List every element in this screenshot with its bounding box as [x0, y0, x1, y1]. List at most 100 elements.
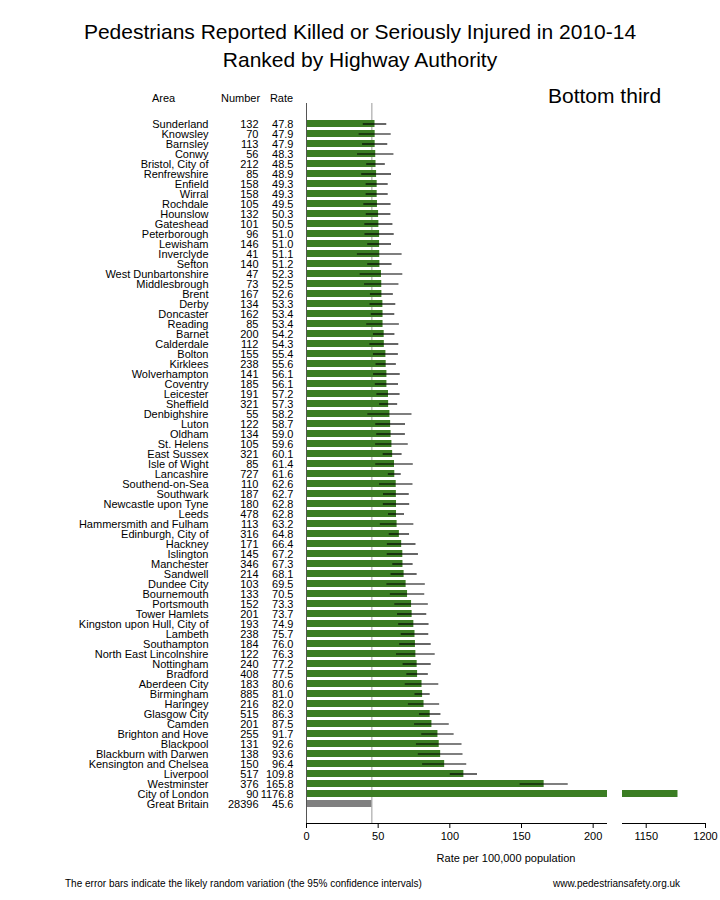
svg-text:Camden: Camden — [166, 717, 209, 730]
svg-text:45.6: 45.6 — [272, 798, 293, 810]
svg-text:Sheffield: Sheffield — [165, 397, 209, 410]
svg-text:Reading: Reading — [167, 317, 209, 330]
svg-text:200: 200 — [584, 830, 602, 842]
svg-text:Sandwell: Sandwell — [163, 567, 209, 580]
svg-text:Kirklees: Kirklees — [169, 357, 209, 370]
svg-text:Leeds: Leeds — [178, 507, 209, 520]
svg-text:85: 85 — [246, 167, 259, 180]
svg-text:Southwark: Southwark — [156, 487, 209, 500]
svg-text:East Sussex: East Sussex — [147, 447, 209, 460]
svg-text:City of London: City of London — [137, 787, 209, 800]
svg-text:Bournemouth: Bournemouth — [142, 587, 209, 600]
svg-text:Middlesbrough: Middlesbrough — [136, 277, 209, 290]
svg-text:Islington: Islington — [167, 547, 209, 560]
svg-text:Bradford: Bradford — [166, 667, 209, 680]
svg-text:Brent: Brent — [182, 287, 209, 300]
svg-text:Hounslow: Hounslow — [160, 207, 209, 220]
svg-text:Great Britain: Great Britain — [147, 798, 209, 810]
svg-text:Brighton and Hove: Brighton and Hove — [117, 727, 209, 740]
svg-text:Edinburgh, City of: Edinburgh, City of — [121, 527, 209, 540]
svg-text:Doncaster: Doncaster — [158, 307, 209, 320]
svg-text:140: 140 — [240, 257, 259, 270]
svg-text:70: 70 — [246, 127, 259, 140]
svg-text:Gateshead: Gateshead — [154, 217, 209, 230]
svg-text:Calderdale: Calderdale — [155, 337, 209, 350]
svg-text:Rate: Rate — [270, 92, 293, 104]
svg-text:Barnet: Barnet — [176, 327, 209, 340]
svg-text:0: 0 — [303, 830, 309, 842]
svg-text:Bristol, City of: Bristol, City of — [140, 157, 209, 170]
svg-text:41: 41 — [246, 247, 259, 260]
svg-text:Blackpool: Blackpool — [160, 737, 209, 750]
svg-text:Conwy: Conwy — [174, 147, 209, 160]
svg-text:212: 212 — [240, 157, 259, 170]
svg-text:Newcastle upon Tyne: Newcastle upon Tyne — [103, 497, 209, 510]
svg-text:105: 105 — [240, 197, 259, 210]
svg-text:101: 101 — [240, 217, 259, 230]
svg-text:Isle of Wight: Isle of Wight — [148, 457, 209, 470]
svg-text:West Dunbartonshire: West Dunbartonshire — [105, 267, 209, 280]
html-text:Ranked by Highway Authority: Ranked by Highway Authority — [222, 48, 498, 71]
svg-text:132: 132 — [240, 117, 259, 130]
svg-text:Lambeth: Lambeth — [165, 627, 209, 640]
svg-text:Coventry: Coventry — [164, 377, 209, 390]
svg-text:Westminster: Westminster — [147, 777, 209, 790]
svg-text:St. Helens: St. Helens — [157, 437, 209, 450]
svg-text:28396: 28396 — [228, 798, 259, 810]
svg-text:Kensington and Chelsea: Kensington and Chelsea — [88, 757, 209, 770]
svg-text:Leicester: Leicester — [163, 387, 209, 400]
svg-text:Denbighshire: Denbighshire — [143, 407, 209, 420]
svg-text:56: 56 — [246, 147, 259, 160]
svg-text:Renfrewshire: Renfrewshire — [143, 167, 209, 180]
svg-text:1200: 1200 — [693, 830, 717, 842]
svg-text:Liverpool: Liverpool — [163, 767, 209, 780]
svg-text:Lewisham: Lewisham — [159, 237, 209, 250]
svg-text:Haringey: Haringey — [164, 697, 209, 710]
svg-text:Manchester: Manchester — [151, 557, 209, 570]
svg-text:Bolton: Bolton — [177, 347, 209, 360]
html-text:Bottom third: Bottom third — [548, 84, 662, 107]
svg-text:Luton: Luton — [181, 417, 209, 430]
svg-text:100: 100 — [441, 830, 459, 842]
svg-text:Enfield: Enfield — [174, 177, 209, 190]
svg-text:Inverclyde: Inverclyde — [158, 247, 209, 260]
svg-text:Glasgow City: Glasgow City — [143, 707, 209, 720]
svg-text:Barnsley: Barnsley — [165, 137, 209, 150]
svg-text:Southend-on-Sea: Southend-on-Sea — [122, 477, 209, 490]
svg-text:Rochdale: Rochdale — [162, 197, 209, 210]
svg-text:Tower Hamlets: Tower Hamlets — [135, 607, 209, 620]
svg-text:North East Lincolnshire: North East Lincolnshire — [94, 647, 209, 660]
svg-text:Wolverhampton: Wolverhampton — [131, 367, 209, 380]
svg-text:Peterborough: Peterborough — [141, 227, 209, 240]
svg-text:Aberdeen City: Aberdeen City — [138, 677, 209, 690]
svg-text:Rate per 100,000 population: Rate per 100,000 population — [437, 852, 576, 864]
html-text:Pedestrians Reported Killed or: Pedestrians Reported Killed or Seriously… — [83, 20, 637, 43]
svg-text:Number: Number — [221, 92, 260, 104]
svg-text:Dundee City: Dundee City — [148, 577, 209, 590]
svg-text:Wirral: Wirral — [179, 187, 209, 200]
svg-text:Birmingham: Birmingham — [149, 687, 209, 700]
svg-text:Lancashire: Lancashire — [154, 467, 209, 480]
svg-text:Sunderland: Sunderland — [152, 117, 209, 130]
svg-text:Hammersmith and Fulham: Hammersmith and Fulham — [78, 517, 209, 530]
svg-text:Sefton: Sefton — [176, 257, 209, 270]
svg-text:113: 113 — [241, 137, 259, 150]
svg-text:1150: 1150 — [634, 830, 658, 842]
svg-text:Nottingham: Nottingham — [152, 657, 209, 670]
svg-text:150: 150 — [512, 830, 530, 842]
svg-text:Area: Area — [152, 92, 176, 104]
svg-text:Kingston upon Hull, City of: Kingston upon Hull, City of — [78, 617, 209, 630]
svg-text:Oldham: Oldham — [170, 427, 209, 440]
svg-text:158: 158 — [240, 187, 259, 200]
svg-text:96: 96 — [246, 227, 259, 240]
svg-text:158: 158 — [240, 177, 259, 190]
svg-text:Derby: Derby — [179, 297, 209, 310]
svg-text:146: 146 — [240, 237, 259, 250]
svg-text:Portsmouth: Portsmouth — [152, 597, 209, 610]
svg-text:Southampton: Southampton — [143, 637, 209, 650]
svg-text:Knowsley: Knowsley — [161, 127, 209, 140]
svg-text:Blackburn with Darwen: Blackburn with Darwen — [96, 747, 209, 760]
svg-text:Hackney: Hackney — [165, 537, 209, 550]
svg-text:132: 132 — [240, 207, 259, 220]
svg-text:50: 50 — [372, 830, 384, 842]
